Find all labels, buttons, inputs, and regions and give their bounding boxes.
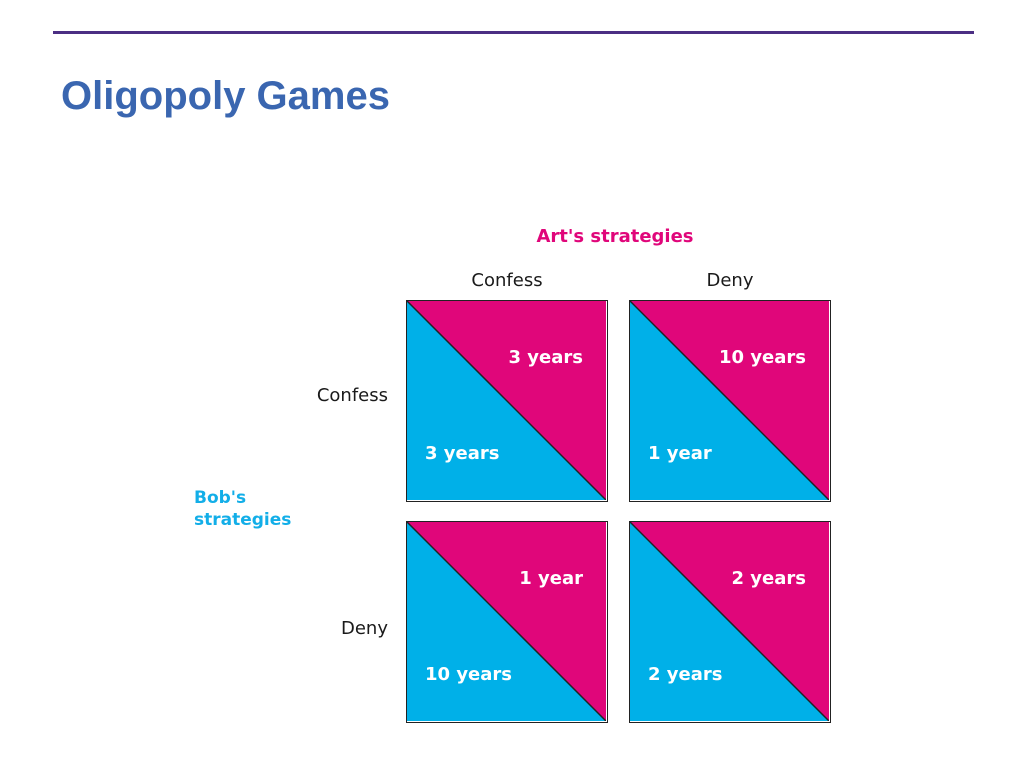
row-label-confess: Confess xyxy=(316,385,388,406)
cell-deny-confess: 1 year 10 years xyxy=(406,521,608,723)
art-strategies-heading: Art's strategies xyxy=(536,226,694,247)
cell-split-graphic xyxy=(407,522,606,721)
cell-deny-deny: 2 years 2 years xyxy=(629,521,831,723)
art-payoff: 2 years xyxy=(731,568,806,589)
art-payoff: 3 years xyxy=(508,347,583,368)
title-rule xyxy=(53,31,974,34)
bob-payoff: 2 years xyxy=(648,664,723,685)
slide-title: Oligopoly Games xyxy=(61,74,390,118)
art-payoff: 10 years xyxy=(719,347,806,368)
cell-confess-deny: 10 years 1 year xyxy=(629,300,831,502)
bob-payoff: 3 years xyxy=(425,443,500,464)
bob-strategies-heading-line1: Bob's xyxy=(194,488,247,508)
cell-confess-confess: 3 years 3 years xyxy=(406,300,608,502)
bob-payoff: 10 years xyxy=(425,664,512,685)
bob-strategies-heading: Bob's strategies xyxy=(194,487,291,531)
column-label-confess: Confess xyxy=(471,270,543,291)
art-payoff: 1 year xyxy=(519,568,583,589)
cell-split-graphic xyxy=(630,522,829,721)
cell-split-graphic xyxy=(407,301,606,500)
cell-split-graphic xyxy=(630,301,829,500)
column-label-deny: Deny xyxy=(706,270,754,291)
bob-strategies-heading-line2: strategies xyxy=(194,510,292,530)
bob-payoff: 1 year xyxy=(648,443,712,464)
row-label-deny: Deny xyxy=(341,618,388,639)
